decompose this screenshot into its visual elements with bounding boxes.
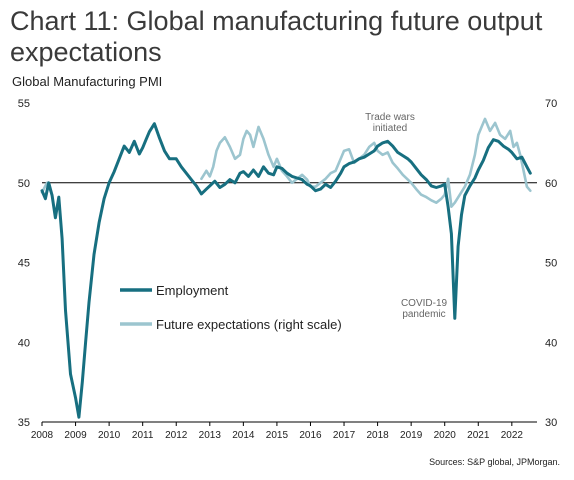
annotation-trade-wars: initiated: [373, 123, 407, 134]
x-tick-label: 2021: [467, 430, 490, 441]
legend-label-future: Future expectations (right scale): [156, 317, 342, 332]
x-tick-label: 2008: [31, 430, 54, 441]
employment-series-line: [40, 122, 532, 419]
annotation-covid: COVID-19: [401, 298, 448, 309]
source-note: Sources: S&P global, JPMorgan.: [429, 457, 560, 467]
chart-title: Chart 11: Global manufacturing future ou…: [10, 6, 543, 67]
x-tick-label: 2013: [199, 430, 222, 441]
left-tick-label: 45: [18, 258, 30, 270]
left-axis-label: Global Manufacturing PMI: [12, 74, 163, 89]
right-tick-label: 70: [545, 98, 557, 110]
x-tick-label: 2020: [434, 430, 457, 441]
left-tick-label: 55: [18, 98, 30, 110]
x-tick-label: 2015: [266, 430, 289, 441]
left-tick-label: 40: [18, 337, 30, 349]
annotation-covid: pandemic: [402, 309, 445, 320]
x-tick-label: 2022: [501, 430, 524, 441]
right-tick-label: 50: [545, 258, 557, 270]
x-tick-label: 2010: [98, 430, 121, 441]
x-tick-label: 2016: [299, 430, 322, 441]
left-tick-label: 50: [18, 178, 30, 190]
right-tick-label: 30: [545, 417, 557, 429]
x-tick-label: 2012: [165, 430, 188, 441]
x-tick-label: 2009: [64, 430, 87, 441]
x-tick-label: 2019: [400, 430, 423, 441]
future-expectations-series-line: [200, 117, 532, 208]
left-tick-label: 35: [18, 417, 30, 429]
axes-layer: 55 50 45 40 35 70 60 50 40 30 2008 2009 2010 2011 2012…: [18, 98, 558, 441]
x-tick-label: 2018: [366, 430, 389, 441]
x-tick-label: 2017: [333, 430, 356, 441]
annotation-trade-wars: Trade wars: [365, 112, 415, 123]
right-tick-label: 60: [545, 178, 557, 190]
legend-label-employment: Employment: [156, 283, 229, 298]
x-tick-label: 2014: [232, 430, 255, 441]
legend: Employment Future expectations (right sca…: [120, 283, 342, 332]
x-tick-label: 2011: [132, 430, 154, 441]
right-tick-label: 40: [545, 337, 557, 349]
series-layer: [40, 117, 532, 419]
